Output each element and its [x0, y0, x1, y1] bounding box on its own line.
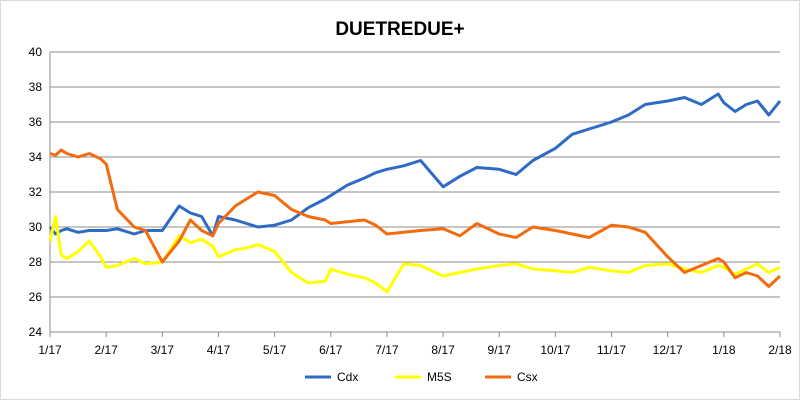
y-tick-label: 30 [29, 220, 43, 234]
x-tick-label: 2/17 [94, 343, 118, 357]
x-tick-label: 11/17 [597, 343, 626, 357]
series-lines [48, 92, 782, 294]
y-tick-label: 34 [29, 150, 43, 164]
x-axis: 1/17 2/17 3/17 4/17 5/17 6/17 7/17 8/17 9/17 10/1… [38, 52, 792, 357]
x-tick-label: 9/17 [488, 343, 512, 357]
gridlines [50, 51, 780, 333]
x-tick-label: 10/17 [540, 343, 570, 357]
x-tick-label: 3/17 [151, 343, 175, 357]
legend-label: Cdx [337, 370, 358, 384]
legend-label: Csx [517, 370, 538, 384]
x-tick-label: 1/18 [712, 343, 736, 357]
chart-title: DUETREDUE+ [335, 19, 464, 40]
x-tick-label: 1/17 [38, 343, 62, 357]
y-tick-label: 24 [29, 325, 43, 339]
x-tick-label: 5/17 [263, 343, 287, 357]
legend-label: M5S [427, 370, 452, 384]
x-tick-label: 2/18 [768, 343, 792, 357]
series-line-m5s [48, 215, 781, 294]
y-tick-label: 40 [29, 45, 43, 59]
y-tick-label: 36 [29, 115, 43, 129]
x-tick-label: 8/17 [431, 343, 455, 357]
x-tick-label: 4/17 [207, 343, 231, 357]
y-tick-label: 26 [29, 290, 43, 304]
series-line-cdx [48, 92, 782, 238]
y-axis-ticks: 24 26 28 30 32 34 36 38 40 [29, 45, 43, 339]
y-tick-label: 38 [29, 80, 43, 94]
series-line-csx [49, 148, 782, 288]
x-tick-label: 7/17 [375, 343, 399, 357]
y-tick-label: 32 [29, 185, 43, 199]
y-tick-label: 28 [29, 255, 43, 269]
x-tick-label: 12/17 [653, 343, 683, 357]
x-tick-label: 6/17 [319, 343, 343, 357]
legend: Cdx M5S Csx [305, 370, 538, 384]
